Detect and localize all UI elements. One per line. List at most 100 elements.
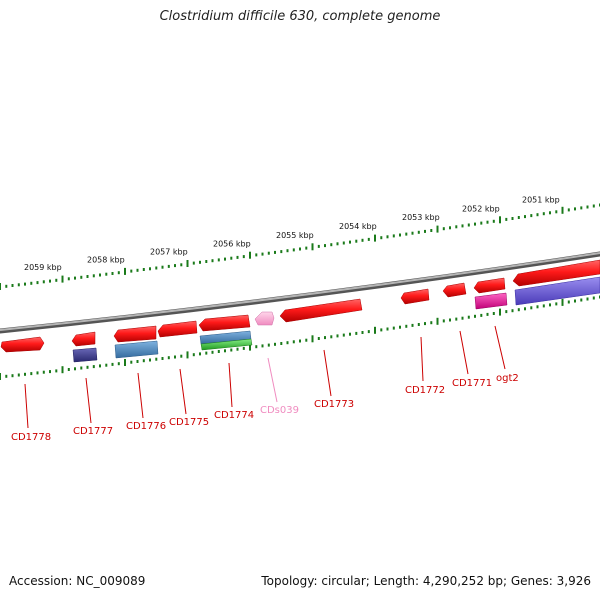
minor-tick bbox=[30, 281, 33, 285]
minor-tick bbox=[280, 342, 283, 345]
gene-label[interactable]: CD1775 bbox=[169, 417, 209, 428]
minor-tick bbox=[461, 224, 464, 228]
minor-tick bbox=[411, 231, 414, 235]
gene-label[interactable]: CD1773 bbox=[314, 399, 354, 410]
minor-tick bbox=[205, 260, 208, 263]
minor-tick bbox=[324, 336, 326, 340]
major-tick bbox=[499, 308, 501, 316]
major-tick bbox=[61, 275, 64, 283]
minor-tick bbox=[305, 338, 308, 342]
minor-tick bbox=[217, 350, 220, 353]
feature-cd1777[interactable] bbox=[72, 347, 98, 363]
minor-tick bbox=[324, 244, 326, 248]
major-tick bbox=[0, 373, 1, 380]
gene-upstream[interactable] bbox=[512, 259, 600, 287]
gene-label[interactable]: CD1778 bbox=[11, 432, 51, 443]
minor-tick bbox=[130, 360, 133, 364]
minor-tick bbox=[555, 210, 558, 214]
feature-ogt2[interactable] bbox=[474, 292, 508, 310]
gene-label[interactable]: CDs039 bbox=[260, 405, 299, 416]
minor-tick bbox=[30, 372, 33, 376]
minor-tick bbox=[580, 206, 583, 210]
minor-tick bbox=[530, 306, 533, 310]
gene-cd1775[interactable] bbox=[157, 320, 198, 338]
gene-cd1773[interactable] bbox=[279, 298, 363, 323]
minor-tick bbox=[317, 244, 320, 248]
minor-tick bbox=[486, 312, 489, 316]
scale-tick-labels: 2059 kbp 2058 kbp 2057 kbp 2056 kbp 2055 kbp… bbox=[24, 195, 560, 272]
gene-cd1774[interactable] bbox=[198, 314, 251, 332]
minor-tick bbox=[117, 362, 120, 366]
gene-label[interactable]: CD1774 bbox=[214, 410, 254, 421]
minor-tick bbox=[242, 255, 245, 259]
feature-cd1774-green[interactable] bbox=[200, 338, 253, 351]
gene-label[interactable]: ogt2 bbox=[496, 373, 519, 384]
scale-tick-label: 2059 kbp bbox=[24, 263, 62, 272]
gene-label[interactable]: CD1776 bbox=[126, 421, 166, 432]
minor-tick bbox=[230, 348, 233, 352]
major-tick bbox=[561, 298, 564, 306]
minor-tick bbox=[92, 274, 95, 278]
minor-tick bbox=[149, 358, 151, 362]
accession-text: Accession: NC_009089 bbox=[9, 574, 146, 588]
minor-tick bbox=[255, 345, 258, 349]
gene-label[interactable]: CD1777 bbox=[73, 426, 113, 437]
minor-tick bbox=[236, 255, 239, 259]
major-tick bbox=[561, 206, 564, 214]
gene-cd1777[interactable] bbox=[71, 331, 96, 347]
minor-tick bbox=[392, 234, 395, 238]
minor-tick bbox=[299, 339, 301, 343]
minor-tick bbox=[586, 205, 589, 209]
minor-tick bbox=[42, 280, 45, 284]
minor-tick bbox=[530, 214, 533, 218]
major-tick bbox=[374, 234, 376, 242]
minor-tick bbox=[567, 300, 570, 304]
minor-tick bbox=[105, 272, 108, 276]
minor-tick bbox=[424, 229, 426, 233]
minor-tick bbox=[430, 321, 433, 325]
genome-backbone-highlight bbox=[0, 252, 600, 331]
minor-tick bbox=[505, 217, 508, 221]
minor-tick bbox=[480, 313, 483, 317]
scale-tick-label: 2054 kbp bbox=[339, 222, 377, 231]
minor-tick bbox=[236, 347, 239, 351]
minor-tick bbox=[424, 322, 426, 326]
minor-tick bbox=[467, 315, 470, 319]
major-tick bbox=[124, 267, 126, 275]
scale-tick-label: 2057 kbp bbox=[150, 248, 188, 257]
gene-label[interactable]: CD1771 bbox=[452, 378, 492, 389]
feature-cd1776[interactable] bbox=[114, 340, 159, 359]
minor-tick bbox=[442, 319, 445, 323]
minor-tick bbox=[49, 370, 51, 374]
minor-tick bbox=[161, 357, 164, 360]
minor-tick bbox=[174, 355, 176, 359]
minor-tick bbox=[180, 263, 183, 267]
minor-tick bbox=[192, 353, 195, 357]
gene-cds039[interactable] bbox=[254, 311, 275, 326]
minor-tick bbox=[405, 324, 408, 328]
minor-tick bbox=[542, 212, 545, 216]
minor-tick bbox=[574, 299, 576, 303]
gene-track bbox=[0, 259, 600, 353]
minor-tick bbox=[261, 344, 264, 348]
gene-label[interactable]: CD1772 bbox=[405, 385, 445, 396]
feature-upstream[interactable] bbox=[514, 276, 600, 306]
gene-cd1771[interactable] bbox=[442, 282, 467, 298]
gene-cd1772[interactable] bbox=[400, 288, 430, 305]
minor-tick bbox=[386, 235, 389, 239]
gene-cd1778[interactable] bbox=[0, 336, 45, 353]
minor-tick bbox=[592, 296, 595, 300]
minor-tick bbox=[261, 252, 264, 256]
gene-cd1776[interactable] bbox=[113, 325, 157, 343]
minor-tick bbox=[55, 278, 58, 282]
minor-tick bbox=[449, 226, 451, 230]
major-tick bbox=[249, 251, 251, 259]
minor-tick bbox=[455, 317, 458, 321]
gene-ogt2[interactable] bbox=[473, 277, 506, 294]
minor-tick bbox=[492, 312, 495, 315]
minor-tick bbox=[361, 331, 364, 334]
minor-tick bbox=[361, 238, 364, 242]
minor-tick bbox=[336, 242, 339, 246]
minor-tick bbox=[67, 277, 70, 281]
minor-tick bbox=[399, 233, 401, 237]
